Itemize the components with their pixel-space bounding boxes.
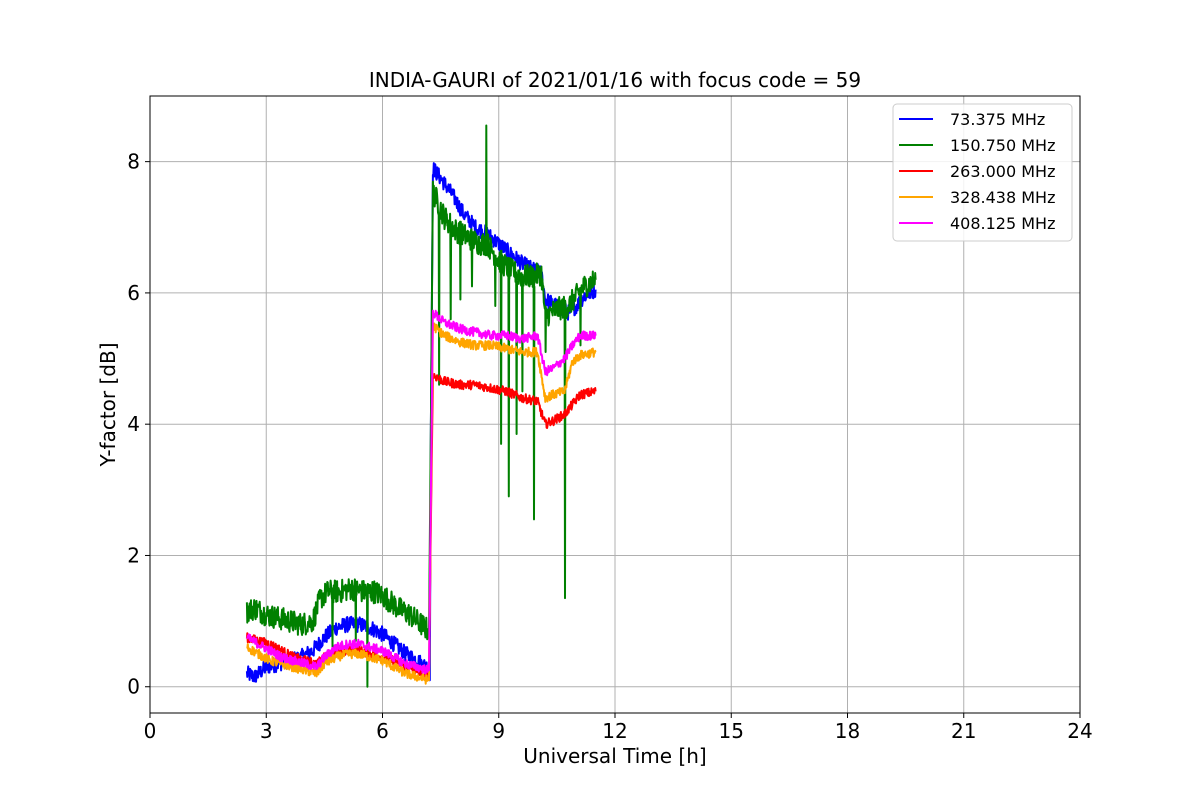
x-tick-label: 21 (951, 719, 976, 743)
legend-label: 263.000 MHz (950, 162, 1055, 181)
series-line (246, 309, 597, 675)
series-line (245, 373, 597, 679)
legend-label: 328.438 MHz (950, 188, 1055, 207)
legend-label: 408.125 MHz (950, 214, 1055, 233)
x-tick-label: 15 (719, 719, 744, 743)
x-tick-label: 0 (144, 719, 157, 743)
x-tick-label: 6 (376, 719, 389, 743)
y-axis-label: Y-factor [dB] (96, 342, 120, 467)
legend-label: 73.375 MHz (950, 110, 1045, 129)
x-tick-label: 9 (492, 719, 505, 743)
series-group (245, 124, 597, 688)
y-tick-label: 2 (127, 543, 140, 567)
x-tick-label: 18 (835, 719, 860, 743)
y-tick-label: 4 (127, 412, 140, 436)
legend: 73.375 MHz 150.750 MHz 263.000 MHz 328.438 … (892, 103, 1073, 242)
y-tick-label: 8 (127, 150, 140, 174)
x-tick-label: 3 (260, 719, 273, 743)
series-line (245, 124, 597, 688)
chart-title: INDIA-GAURI of 2021/01/16 with focus cod… (369, 68, 861, 92)
y-tick-label: 0 (127, 675, 140, 699)
x-tick-label: 12 (602, 719, 627, 743)
legend-box (892, 103, 1073, 242)
y-tick-label: 6 (127, 281, 140, 305)
legend-label: 150.750 MHz (950, 136, 1055, 155)
x-axis-label: Universal Time [h] (523, 744, 706, 768)
x-tick-label: 24 (1067, 719, 1092, 743)
